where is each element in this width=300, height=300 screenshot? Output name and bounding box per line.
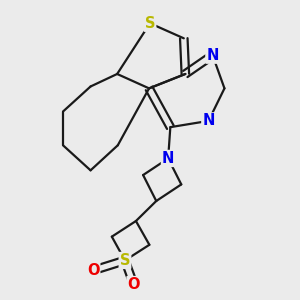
Text: S: S [145, 16, 155, 31]
Text: O: O [87, 263, 99, 278]
Text: N: N [206, 48, 219, 63]
Text: N: N [202, 113, 215, 128]
Text: N: N [162, 151, 174, 166]
Text: O: O [128, 277, 140, 292]
Text: S: S [120, 253, 130, 268]
